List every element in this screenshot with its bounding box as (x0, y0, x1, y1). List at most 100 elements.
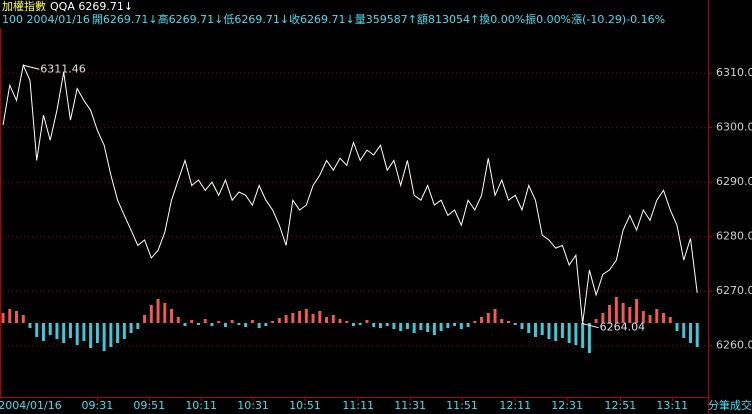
y-tick-label: 6270.0 (716, 284, 752, 297)
bar (560, 323, 564, 338)
bar (176, 317, 180, 323)
y-tick-label: 6300.0 (716, 121, 752, 134)
bar (237, 323, 241, 325)
bar (196, 323, 200, 325)
header-line: 加權指數 QQA 6269.71↓ (2, 0, 133, 13)
bar (338, 319, 342, 323)
right-label: 分筆成交 (708, 398, 752, 412)
bar (426, 323, 430, 332)
y-tick-label: 6290.0 (716, 175, 752, 188)
bar (446, 323, 450, 328)
bar (668, 317, 672, 323)
bar (122, 323, 126, 339)
bar (325, 317, 329, 323)
bar (156, 299, 160, 323)
bar (129, 323, 133, 333)
header-title: 加權指數 (2, 0, 46, 13)
bar (304, 309, 308, 323)
bar (493, 309, 497, 323)
x-tick-label: 10:31 (237, 399, 269, 412)
bar (311, 314, 315, 323)
bar (399, 323, 403, 331)
x-tick-label: 12:51 (605, 399, 637, 412)
bar (351, 323, 355, 326)
header-info: 漲(-10.29)-0.16% (571, 13, 665, 26)
annotation: 6311.46 (40, 62, 86, 75)
bar (116, 323, 120, 343)
x-tick-label: 11:11 (342, 399, 374, 412)
bar (419, 323, 423, 330)
bar (62, 323, 66, 343)
bar (136, 323, 140, 329)
bar (385, 323, 389, 326)
bar (223, 323, 227, 327)
bar (257, 323, 261, 328)
bar (439, 323, 443, 331)
bar (480, 317, 484, 323)
bar (264, 323, 268, 326)
bar (109, 323, 113, 347)
bar (244, 323, 248, 327)
header-info: 振0.00% (525, 12, 571, 26)
bar (614, 297, 618, 323)
x-tick-label: 09:51 (133, 399, 165, 412)
bar (527, 323, 531, 333)
bar (547, 323, 551, 339)
header-info: 收6269.71↓ (289, 12, 355, 26)
bar (641, 311, 645, 323)
bar (601, 313, 605, 323)
header-info: 量359587↑ (355, 13, 417, 26)
annotation-leader (582, 323, 599, 329)
bar (75, 323, 79, 345)
bar (82, 323, 86, 341)
bar (95, 323, 99, 343)
header-info: 低6269.71↓ (223, 13, 289, 26)
bar (183, 323, 187, 326)
header-info: 100 2004/01/16 (2, 13, 90, 26)
bar (284, 315, 288, 323)
y-tick-label: 6310.0 (716, 66, 752, 79)
bar (68, 323, 72, 338)
bar (277, 318, 281, 323)
bar (405, 323, 409, 329)
bar (8, 309, 12, 323)
header-info: 開6269.71↓ (92, 13, 158, 26)
x-tick-label: 12:11 (499, 399, 531, 412)
bar (500, 319, 504, 323)
y-tick-label: 6280.0 (716, 230, 752, 243)
x-tick-label: 13:11 (656, 399, 688, 412)
header-code: QQA 6269.71↓ (50, 0, 133, 13)
x-tick-label: 10:11 (185, 399, 217, 412)
bar (48, 323, 52, 335)
bar (230, 320, 234, 323)
bar (1, 313, 5, 323)
bar (217, 321, 221, 323)
bar (567, 323, 571, 343)
bar (675, 323, 679, 331)
bar (432, 323, 436, 335)
bar (331, 315, 335, 323)
bar (655, 309, 659, 323)
date-label: 2004/01/16 (0, 399, 62, 412)
bar (378, 323, 382, 328)
bar (210, 323, 214, 326)
x-tick-label: 12:31 (551, 399, 583, 412)
bar (345, 321, 349, 323)
bar (486, 313, 490, 323)
bar (365, 320, 369, 323)
bar (473, 321, 477, 323)
bar (392, 323, 396, 329)
y-tick-label: 6260.0 (716, 339, 752, 352)
header-info: 額813054↑ (417, 13, 479, 26)
bar (554, 323, 558, 341)
bar (143, 315, 147, 323)
x-tick-label: 11:51 (446, 399, 478, 412)
bar (149, 305, 153, 323)
bar (102, 323, 106, 351)
bar (203, 319, 207, 323)
bar (190, 320, 194, 323)
price-line (2, 63, 698, 324)
